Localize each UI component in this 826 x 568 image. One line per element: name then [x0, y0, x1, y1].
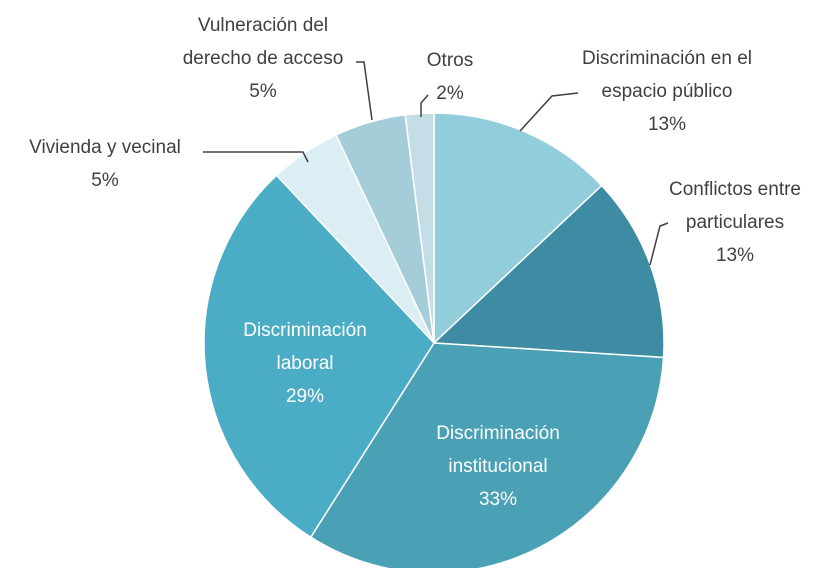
value-label: 5% [249, 81, 277, 102]
pie-slice [404, 112, 435, 344]
value-label: 2% [436, 83, 464, 104]
value-label: 33% [478, 489, 518, 510]
leader-line [519, 92, 579, 132]
leader-line [649, 222, 669, 266]
value-label: 5% [91, 170, 119, 191]
value-label: 13% [647, 114, 687, 135]
value-label: 29% [285, 386, 325, 407]
slice-label: Vulneración del derecho de acceso [182, 15, 344, 69]
slice-label: Conflictos entre particulares [668, 179, 801, 233]
slice-label: Discriminación laboral [243, 320, 367, 374]
leader-lines [203, 61, 669, 266]
leader-line [420, 94, 429, 117]
pie-slice [433, 112, 603, 345]
slice-label: Vivienda y vecinal [29, 137, 181, 158]
pie-slice [432, 184, 665, 359]
pie-slice [203, 174, 435, 539]
slice-label: Discriminación institucional [436, 423, 560, 477]
slices [203, 112, 665, 568]
leader-line [356, 61, 373, 121]
slice-label: Discriminación en el espacio público [581, 48, 752, 102]
leader-line [203, 151, 309, 163]
value-label: 13% [715, 245, 755, 266]
slice-label: Otros [426, 50, 474, 71]
